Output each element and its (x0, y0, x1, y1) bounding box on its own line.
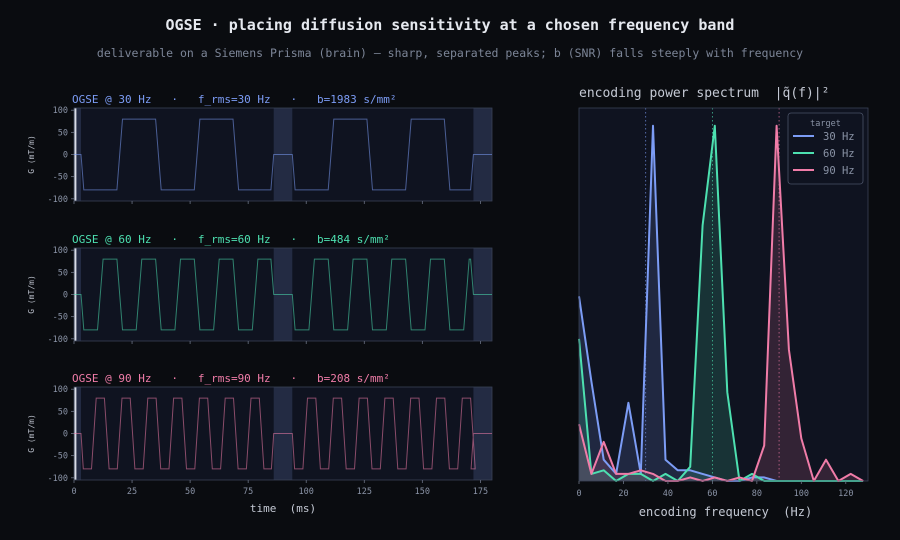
y-tick-label: 0 (63, 291, 68, 301)
y-tick-label: 50 (58, 268, 68, 278)
x-tick-label: 125 (357, 487, 372, 497)
x-axis-label: time (ms) (250, 502, 316, 515)
legend: target 30 Hz 60 Hz 90 Hz (787, 112, 864, 185)
spectrum-x-tick-label: 40 (663, 489, 673, 499)
figure-subtitle: deliverable on a Siemens Prisma (brain) … (97, 46, 803, 60)
legend-label-2: 90 Hz (823, 165, 855, 177)
x-tick-label: 75 (243, 487, 253, 497)
x-tick-label: 50 (185, 487, 195, 497)
panel-title: OGSE @ 60 Hz · f_rms=60 Hz · b=484 s/mm² (72, 233, 390, 246)
gradient-waveform (74, 118, 492, 191)
figure-title: OGSE · placing diffusion sensitivity at … (166, 16, 735, 34)
y-tick-label: 100 (53, 106, 68, 116)
spectrum-area-2 (579, 125, 864, 482)
spectrum-x-tick-label: 100 (794, 489, 809, 499)
y-tick-label: -50 (53, 173, 68, 183)
y-tick-label: -100 (48, 335, 68, 345)
legend-title: target (810, 119, 841, 129)
spectrum-x-tick-label: 0 (576, 489, 581, 499)
y-tick-label: 50 (58, 128, 68, 138)
waveform-panel-1: 100 50 0 -50 -100 G (mT/m) OGSE @ 60 Hz · f_rm… (27, 233, 493, 345)
y-tick-label: -50 (53, 313, 68, 323)
spectrum-x-axis-label: encoding frequency (Hz) (639, 505, 812, 519)
spectrum-area-1 (579, 125, 864, 482)
spectrum-x-tick-label: 80 (752, 489, 762, 499)
x-tick-label: 150 (415, 487, 430, 497)
y-tick-label: 100 (53, 246, 68, 256)
x-tick-label: 175 (473, 487, 488, 497)
x-tick-label: 0 (71, 487, 76, 497)
y-tick-label: -100 (48, 474, 68, 484)
y-tick-label: -100 (48, 195, 68, 205)
spectrum-frame (578, 107, 869, 482)
spectrum-x-tick-label: 20 (618, 489, 628, 499)
spectrum-x-tick-label: 120 (838, 489, 853, 499)
spectrum-title: encoding power spectrum |q̃(f)|² (579, 86, 829, 101)
legend-box (787, 112, 864, 185)
y-tick-label: 100 (53, 385, 68, 395)
gradient-waveform (74, 258, 492, 331)
spectrum-line-2 (578, 124, 864, 482)
y-tick-label: 50 (58, 407, 68, 417)
panel-title: OGSE @ 30 Hz · f_rms=30 Hz · b=1983 s/mm… (72, 93, 397, 106)
y-tick-label: -50 (53, 452, 68, 462)
waveform-panel-0: 100 50 0 -50 -100 G (mT/m) OGSE @ 30 Hz · f_rm… (27, 93, 493, 205)
waveform-panels: 100 50 0 -50 -100 G (mT/m) OGSE @ 30 Hz · f_rm… (27, 93, 493, 515)
y-axis-label: G (mT/m) (27, 414, 36, 453)
x-tick-label: 100 (299, 487, 314, 497)
panel-title: OGSE @ 90 Hz · f_rms=90 Hz · b=208 s/mm² (72, 372, 390, 385)
y-axis-label: G (mT/m) (27, 275, 36, 314)
spectrum-x-tick-label: 60 (707, 489, 717, 499)
y-tick-label: 0 (63, 430, 68, 440)
y-tick-label: 0 (63, 151, 68, 161)
legend-label-0: 30 Hz (823, 131, 855, 143)
y-axis-label: G (mT/m) (27, 135, 36, 174)
x-tick-label: 25 (127, 487, 137, 497)
legend-label-1: 60 Hz (823, 148, 855, 160)
spectrum-panel: 0 20 40 60 80 100 120 encoding power spectrum |… (576, 86, 869, 519)
gradient-waveform (74, 397, 492, 470)
